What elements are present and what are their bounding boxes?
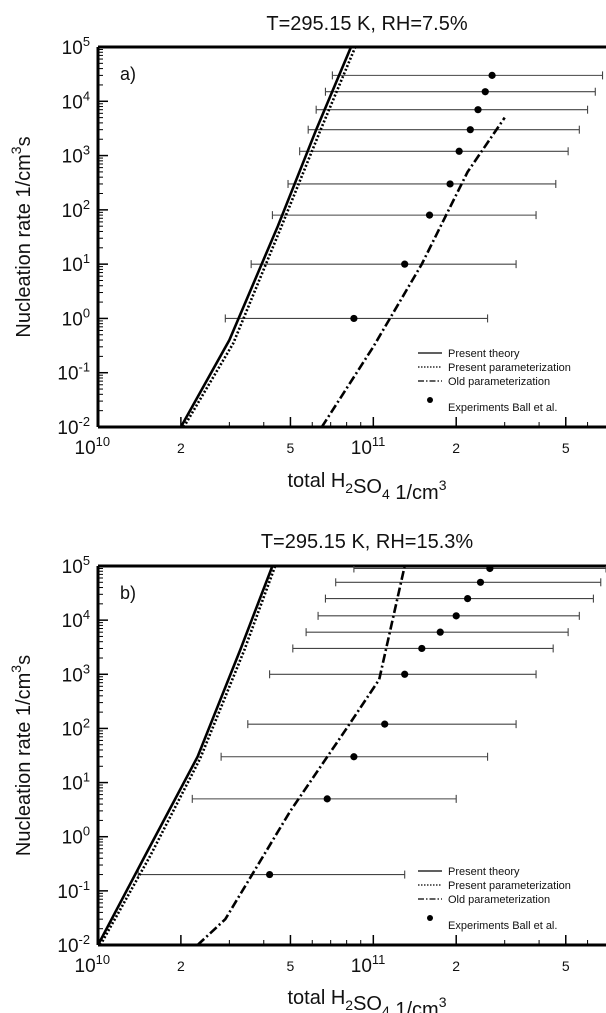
x-tick-label: 2 <box>177 440 185 456</box>
legend-label: Old parameterization <box>448 894 550 906</box>
chart-panel-a: T=295.15 K, RH=7.5% a) 10-2 10-1 100 101 102 10… <box>8 13 606 504</box>
plot-area <box>179 47 604 427</box>
experiment-point <box>381 720 389 728</box>
experiment-point <box>436 628 444 636</box>
series-line-solid <box>98 566 274 945</box>
legend-label: Present theory <box>448 348 520 360</box>
x-tick-label: 5 <box>562 440 570 456</box>
y-axis-label-group: Nucleation rate 1/cm3s <box>8 655 35 856</box>
experiment-point <box>265 870 274 879</box>
y-axis-label: Nucleation rate 1/cm3s <box>8 136 35 337</box>
x-tick-label: 1010 <box>75 952 111 977</box>
experiment-point <box>350 753 358 761</box>
panel-label: b) <box>120 583 136 603</box>
y-tick-label: 102 <box>62 715 90 740</box>
y-axis-label: Nucleation rate 1/cm3s <box>8 655 35 856</box>
legend-label: Experiments Ball et al. <box>448 920 557 932</box>
legend-label: Present parameterization <box>448 362 571 374</box>
experiment-point <box>486 566 494 573</box>
series-line-dotted <box>182 47 357 427</box>
x-tick-label: 1011 <box>351 952 386 977</box>
y-tick-label: 10-1 <box>57 360 90 385</box>
x-tick-label: 1011 <box>351 434 386 459</box>
legend-label: Old parameterization <box>448 376 550 388</box>
y-tick-label: 105 <box>62 34 90 59</box>
experiment-point <box>488 71 496 79</box>
experiment-point <box>323 795 331 803</box>
y-tick-label: 10-2 <box>57 414 90 439</box>
panel-label: a) <box>120 64 136 84</box>
chart-panel-b: T=295.15 K, RH=15.3% b) 10-2 10-1 100 101 102 1… <box>8 531 606 1013</box>
y-tick-label: 10-1 <box>57 878 90 903</box>
x-tick-label: 5 <box>287 958 295 974</box>
y-tick-label: 10-2 <box>57 932 90 957</box>
y-tick-label: 102 <box>62 197 90 222</box>
x-axis-label: total H2SO4 1/cm3 <box>287 987 446 1013</box>
x-axis-label: total H2SO4 1/cm3 <box>287 470 446 504</box>
x-tick-label: 2 <box>452 958 460 974</box>
y-tick-label: 104 <box>62 88 90 113</box>
experiment-point <box>474 106 482 114</box>
experiment-point <box>455 147 463 155</box>
experiment-point <box>476 578 485 586</box>
x-tick-label: 5 <box>562 958 570 974</box>
series-line-dashdot <box>196 566 406 945</box>
legend-swatch-point <box>427 397 433 403</box>
experiment-point <box>401 260 409 268</box>
y-tick-label: 103 <box>62 143 90 168</box>
legend-label: Experiments Ball et al. <box>448 402 557 414</box>
experiment-point <box>425 211 434 219</box>
legend-label: Present parameterization <box>448 880 571 892</box>
experiment-point <box>464 594 472 603</box>
x-tick-label: 2 <box>452 440 460 456</box>
experiment-point <box>466 126 474 134</box>
x-tick-label: 2 <box>177 958 185 974</box>
y-tick-label: 100 <box>62 305 90 330</box>
legend: Present theory Present parameterization Ol… <box>418 348 571 414</box>
series-line-dashdot <box>320 116 506 427</box>
chart-title: T=295.15 K, RH=15.3% <box>261 531 474 553</box>
y-tick-label: 101 <box>62 770 90 795</box>
experiment-point <box>446 180 454 188</box>
y-tick-label: 100 <box>62 824 90 849</box>
experiment-point <box>401 670 409 678</box>
y-tick-label: 103 <box>62 661 90 686</box>
plot-area <box>98 566 606 945</box>
series-line-solid <box>179 47 353 427</box>
y-axis-label-group: Nucleation rate 1/cm3s <box>8 136 35 337</box>
y-tick-label: 105 <box>62 553 90 578</box>
y-tick-label: 101 <box>62 251 90 276</box>
chart-title: T=295.15 K, RH=7.5% <box>266 13 467 35</box>
series-line-dotted <box>99 566 277 945</box>
legend-label: Present theory <box>448 866 520 878</box>
legend: Present theory Present parameterization Ol… <box>418 866 571 932</box>
experiment-point <box>481 88 489 96</box>
x-tick-label: 1010 <box>75 434 111 459</box>
x-tick-label: 5 <box>287 440 295 456</box>
experiment-point <box>350 314 358 323</box>
legend-swatch-point <box>427 915 433 921</box>
experiment-point <box>418 644 426 653</box>
y-tick-label: 104 <box>62 607 90 632</box>
experiment-point <box>452 612 460 620</box>
